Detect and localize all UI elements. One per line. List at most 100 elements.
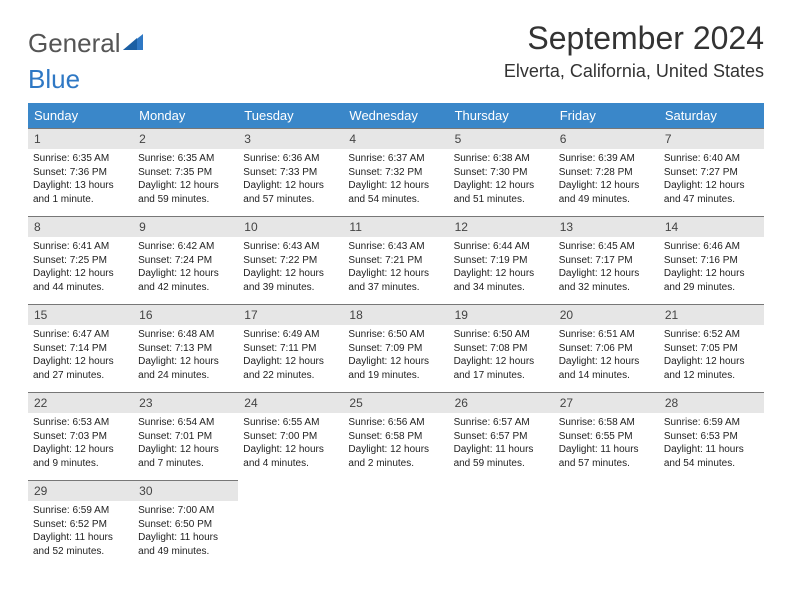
sunset-text: Sunset: 7:32 PM [348, 166, 443, 180]
calendar-cell [659, 480, 764, 568]
sunrise-text: Sunrise: 6:46 AM [664, 240, 759, 254]
sunrise-text: Sunrise: 6:35 AM [33, 152, 128, 166]
day-number: 3 [238, 128, 343, 149]
sunset-text: Sunset: 6:55 PM [559, 430, 654, 444]
calendar-cell [238, 480, 343, 568]
sunrise-text: Sunrise: 6:42 AM [138, 240, 233, 254]
sunset-text: Sunset: 7:16 PM [664, 254, 759, 268]
sunrise-text: Sunrise: 6:44 AM [454, 240, 549, 254]
day-body: Sunrise: 6:40 AMSunset: 7:27 PMDaylight:… [659, 149, 764, 210]
day-body: Sunrise: 6:57 AMSunset: 6:57 PMDaylight:… [449, 413, 554, 474]
day-number: 20 [554, 304, 659, 325]
calendar-cell: 27Sunrise: 6:58 AMSunset: 6:55 PMDayligh… [554, 392, 659, 480]
calendar-cell: 20Sunrise: 6:51 AMSunset: 7:06 PMDayligh… [554, 304, 659, 392]
sunrise-text: Sunrise: 6:51 AM [559, 328, 654, 342]
day-number: 8 [28, 216, 133, 237]
sunset-text: Sunset: 7:01 PM [138, 430, 233, 444]
weekday-header: Monday [133, 103, 238, 128]
calendar-cell: 29Sunrise: 6:59 AMSunset: 6:52 PMDayligh… [28, 480, 133, 568]
day-number: 12 [449, 216, 554, 237]
daylight-text: Daylight: 12 hours and 42 minutes. [138, 267, 233, 294]
calendar-cell: 25Sunrise: 6:56 AMSunset: 6:58 PMDayligh… [343, 392, 448, 480]
daylight-text: Daylight: 13 hours and 1 minute. [33, 179, 128, 206]
day-number: 9 [133, 216, 238, 237]
sunset-text: Sunset: 7:03 PM [33, 430, 128, 444]
calendar-body: 1Sunrise: 6:35 AMSunset: 7:36 PMDaylight… [28, 128, 764, 568]
day-number: 19 [449, 304, 554, 325]
calendar-cell: 18Sunrise: 6:50 AMSunset: 7:09 PMDayligh… [343, 304, 448, 392]
sunrise-text: Sunrise: 6:52 AM [664, 328, 759, 342]
calendar-cell: 2Sunrise: 6:35 AMSunset: 7:35 PMDaylight… [133, 128, 238, 216]
calendar-cell [449, 480, 554, 568]
daylight-text: Daylight: 12 hours and 49 minutes. [559, 179, 654, 206]
weekday-header: Wednesday [343, 103, 448, 128]
day-body: Sunrise: 6:36 AMSunset: 7:33 PMDaylight:… [238, 149, 343, 210]
day-body: Sunrise: 6:50 AMSunset: 7:08 PMDaylight:… [449, 325, 554, 386]
sunrise-text: Sunrise: 6:49 AM [243, 328, 338, 342]
sunset-text: Sunset: 7:09 PM [348, 342, 443, 356]
sunrise-text: Sunrise: 6:36 AM [243, 152, 338, 166]
calendar-cell: 4Sunrise: 6:37 AMSunset: 7:32 PMDaylight… [343, 128, 448, 216]
calendar-cell: 5Sunrise: 6:38 AMSunset: 7:30 PMDaylight… [449, 128, 554, 216]
sunrise-text: Sunrise: 6:37 AM [348, 152, 443, 166]
sunset-text: Sunset: 7:25 PM [33, 254, 128, 268]
logo-word1: General [28, 28, 121, 59]
day-body: Sunrise: 6:47 AMSunset: 7:14 PMDaylight:… [28, 325, 133, 386]
calendar-table: Sunday Monday Tuesday Wednesday Thursday… [28, 103, 764, 568]
calendar-cell [343, 480, 448, 568]
daylight-text: Daylight: 12 hours and 7 minutes. [138, 443, 233, 470]
day-body: Sunrise: 6:48 AMSunset: 7:13 PMDaylight:… [133, 325, 238, 386]
sunrise-text: Sunrise: 6:43 AM [348, 240, 443, 254]
sunset-text: Sunset: 7:36 PM [33, 166, 128, 180]
calendar-cell: 26Sunrise: 6:57 AMSunset: 6:57 PMDayligh… [449, 392, 554, 480]
day-number: 2 [133, 128, 238, 149]
daylight-text: Daylight: 12 hours and 54 minutes. [348, 179, 443, 206]
sunset-text: Sunset: 7:05 PM [664, 342, 759, 356]
daylight-text: Daylight: 12 hours and 17 minutes. [454, 355, 549, 382]
daylight-text: Daylight: 12 hours and 57 minutes. [243, 179, 338, 206]
day-body: Sunrise: 6:49 AMSunset: 7:11 PMDaylight:… [238, 325, 343, 386]
calendar-cell: 28Sunrise: 6:59 AMSunset: 6:53 PMDayligh… [659, 392, 764, 480]
day-number: 22 [28, 392, 133, 413]
day-number: 5 [449, 128, 554, 149]
sunrise-text: Sunrise: 6:43 AM [243, 240, 338, 254]
sunrise-text: Sunrise: 6:53 AM [33, 416, 128, 430]
weekday-header: Sunday [28, 103, 133, 128]
day-body: Sunrise: 6:46 AMSunset: 7:16 PMDaylight:… [659, 237, 764, 298]
day-number: 15 [28, 304, 133, 325]
day-body: Sunrise: 6:37 AMSunset: 7:32 PMDaylight:… [343, 149, 448, 210]
sunset-text: Sunset: 6:52 PM [33, 518, 128, 532]
sunrise-text: Sunrise: 6:35 AM [138, 152, 233, 166]
sunset-text: Sunset: 7:22 PM [243, 254, 338, 268]
calendar-cell: 13Sunrise: 6:45 AMSunset: 7:17 PMDayligh… [554, 216, 659, 304]
sunrise-text: Sunrise: 6:39 AM [559, 152, 654, 166]
day-body: Sunrise: 7:00 AMSunset: 6:50 PMDaylight:… [133, 501, 238, 562]
calendar-cell: 7Sunrise: 6:40 AMSunset: 7:27 PMDaylight… [659, 128, 764, 216]
day-body: Sunrise: 6:54 AMSunset: 7:01 PMDaylight:… [133, 413, 238, 474]
sunset-text: Sunset: 7:11 PM [243, 342, 338, 356]
daylight-text: Daylight: 12 hours and 22 minutes. [243, 355, 338, 382]
day-body: Sunrise: 6:42 AMSunset: 7:24 PMDaylight:… [133, 237, 238, 298]
sunset-text: Sunset: 7:28 PM [559, 166, 654, 180]
sunset-text: Sunset: 7:14 PM [33, 342, 128, 356]
weekday-header: Tuesday [238, 103, 343, 128]
calendar-cell: 9Sunrise: 6:42 AMSunset: 7:24 PMDaylight… [133, 216, 238, 304]
day-number: 21 [659, 304, 764, 325]
sunrise-text: Sunrise: 6:54 AM [138, 416, 233, 430]
day-number: 23 [133, 392, 238, 413]
calendar-cell: 14Sunrise: 6:46 AMSunset: 7:16 PMDayligh… [659, 216, 764, 304]
daylight-text: Daylight: 12 hours and 34 minutes. [454, 267, 549, 294]
day-body: Sunrise: 6:55 AMSunset: 7:00 PMDaylight:… [238, 413, 343, 474]
day-number: 29 [28, 480, 133, 501]
calendar-cell: 10Sunrise: 6:43 AMSunset: 7:22 PMDayligh… [238, 216, 343, 304]
daylight-text: Daylight: 12 hours and 2 minutes. [348, 443, 443, 470]
daylight-text: Daylight: 12 hours and 59 minutes. [138, 179, 233, 206]
day-number: 7 [659, 128, 764, 149]
day-number: 10 [238, 216, 343, 237]
day-body: Sunrise: 6:50 AMSunset: 7:09 PMDaylight:… [343, 325, 448, 386]
day-body: Sunrise: 6:58 AMSunset: 6:55 PMDaylight:… [554, 413, 659, 474]
day-number: 11 [343, 216, 448, 237]
daylight-text: Daylight: 12 hours and 29 minutes. [664, 267, 759, 294]
daylight-text: Daylight: 11 hours and 49 minutes. [138, 531, 233, 558]
calendar-row: 1Sunrise: 6:35 AMSunset: 7:36 PMDaylight… [28, 128, 764, 216]
